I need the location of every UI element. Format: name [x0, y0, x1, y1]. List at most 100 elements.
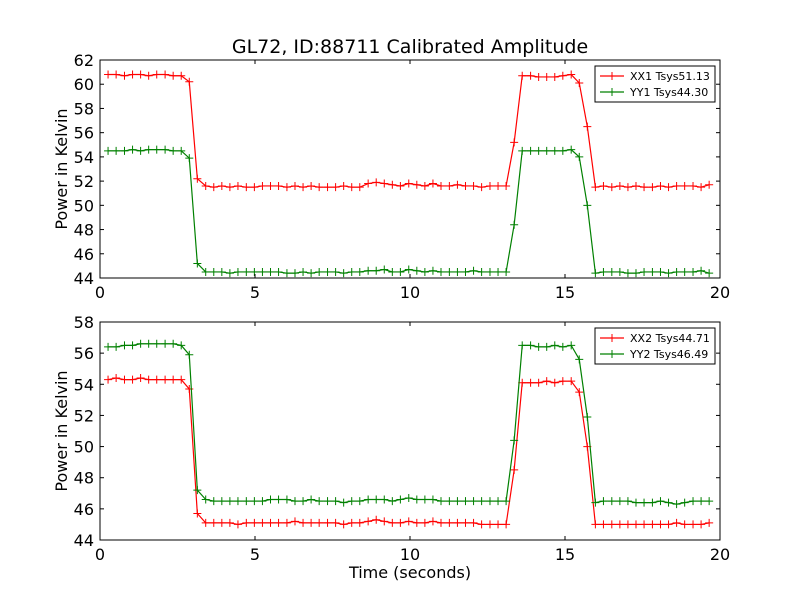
data-point [144, 339, 153, 348]
data-point [648, 267, 657, 276]
data-point [339, 181, 348, 190]
data-point [177, 71, 186, 80]
data-point [607, 267, 616, 276]
data-point [201, 181, 210, 190]
data-point [656, 520, 665, 529]
data-point [364, 179, 373, 188]
data-point [128, 341, 137, 350]
data-point [299, 497, 308, 506]
data-point [664, 183, 673, 192]
legend-marker [608, 334, 616, 342]
data-point [461, 518, 470, 527]
y-tick-label: 50 [74, 196, 94, 215]
data-point [599, 181, 608, 190]
y-tick-label: 60 [74, 75, 94, 94]
series-2 [104, 339, 714, 509]
data-point [169, 71, 178, 80]
data-point [136, 339, 145, 348]
data-point [656, 181, 665, 190]
data-point [591, 498, 600, 507]
data-point [242, 267, 251, 276]
data-point [355, 267, 364, 276]
data-point [258, 181, 267, 190]
data-point [266, 181, 275, 190]
data-point [420, 518, 429, 527]
data-point [534, 378, 543, 387]
data-point [323, 497, 332, 506]
data-point [689, 267, 698, 276]
data-point [640, 520, 649, 529]
x-tick-label: 0 [95, 545, 105, 564]
data-point [469, 181, 478, 190]
data-point [380, 265, 389, 274]
data-point [339, 269, 348, 278]
y-tick-label: 48 [74, 469, 94, 488]
data-point [615, 267, 624, 276]
legend-box [594, 327, 716, 365]
data-point [437, 181, 445, 190]
data-point [161, 145, 170, 154]
data-point [599, 520, 608, 529]
data-point [307, 181, 316, 190]
x-tick-label: 20 [710, 545, 730, 564]
data-point [689, 181, 698, 190]
data-point [120, 375, 129, 384]
legend: XX1 Tsys51.13 YY1 Tsys44.30 [594, 65, 716, 103]
data-point [599, 267, 608, 276]
data-point [152, 70, 161, 79]
data-point [104, 375, 113, 384]
data-point [250, 497, 259, 506]
x-tick-label: 0 [95, 283, 105, 302]
data-point [404, 265, 413, 274]
data-point [250, 518, 259, 527]
data-point [656, 267, 665, 276]
data-point [485, 267, 494, 276]
data-point [274, 495, 283, 504]
data-point [201, 495, 210, 504]
data-point [404, 517, 413, 526]
data-point [623, 183, 632, 192]
data-point [420, 267, 429, 276]
data-point [550, 341, 559, 350]
data-point [664, 520, 673, 529]
data-point [347, 183, 356, 192]
x-tick-label: 10 [400, 283, 420, 302]
data-point [274, 518, 283, 527]
data-point [104, 70, 113, 79]
data-point [331, 497, 340, 506]
chart-panel-2: 0 5 10 15 20 44 46 48 50 52 54 56 58 Power in Kelvin T… [52, 313, 730, 582]
data-point [697, 266, 706, 275]
data-point [412, 518, 421, 527]
data-point [396, 181, 405, 190]
data-point [510, 465, 519, 474]
data-point [575, 152, 584, 161]
data-point [364, 266, 373, 275]
data-point [250, 267, 259, 276]
data-point [420, 181, 429, 190]
data-point [364, 517, 373, 526]
data-point [607, 183, 616, 192]
data-point [266, 518, 275, 527]
data-point [494, 520, 503, 529]
series-line [108, 148, 710, 274]
data-point [290, 181, 299, 190]
data-point [233, 520, 242, 529]
data-point [542, 72, 551, 81]
data-point [615, 497, 624, 506]
data-point [697, 497, 706, 506]
data-point [510, 436, 519, 445]
data-point [534, 146, 543, 155]
data-point [225, 183, 234, 192]
data-point [664, 269, 673, 278]
x-tick-label: 10 [400, 545, 420, 564]
data-point [477, 497, 486, 506]
data-point [242, 183, 251, 192]
data-point [201, 267, 210, 276]
data-point [477, 183, 486, 192]
y-tick-label: 44 [74, 269, 94, 288]
data-point [705, 497, 714, 506]
data-point [615, 181, 624, 190]
data-point [217, 267, 226, 276]
legend: XX2 Tsys44.71 YY2 Tsys46.49 [594, 327, 716, 365]
y-tick-label: 62 [74, 51, 94, 70]
